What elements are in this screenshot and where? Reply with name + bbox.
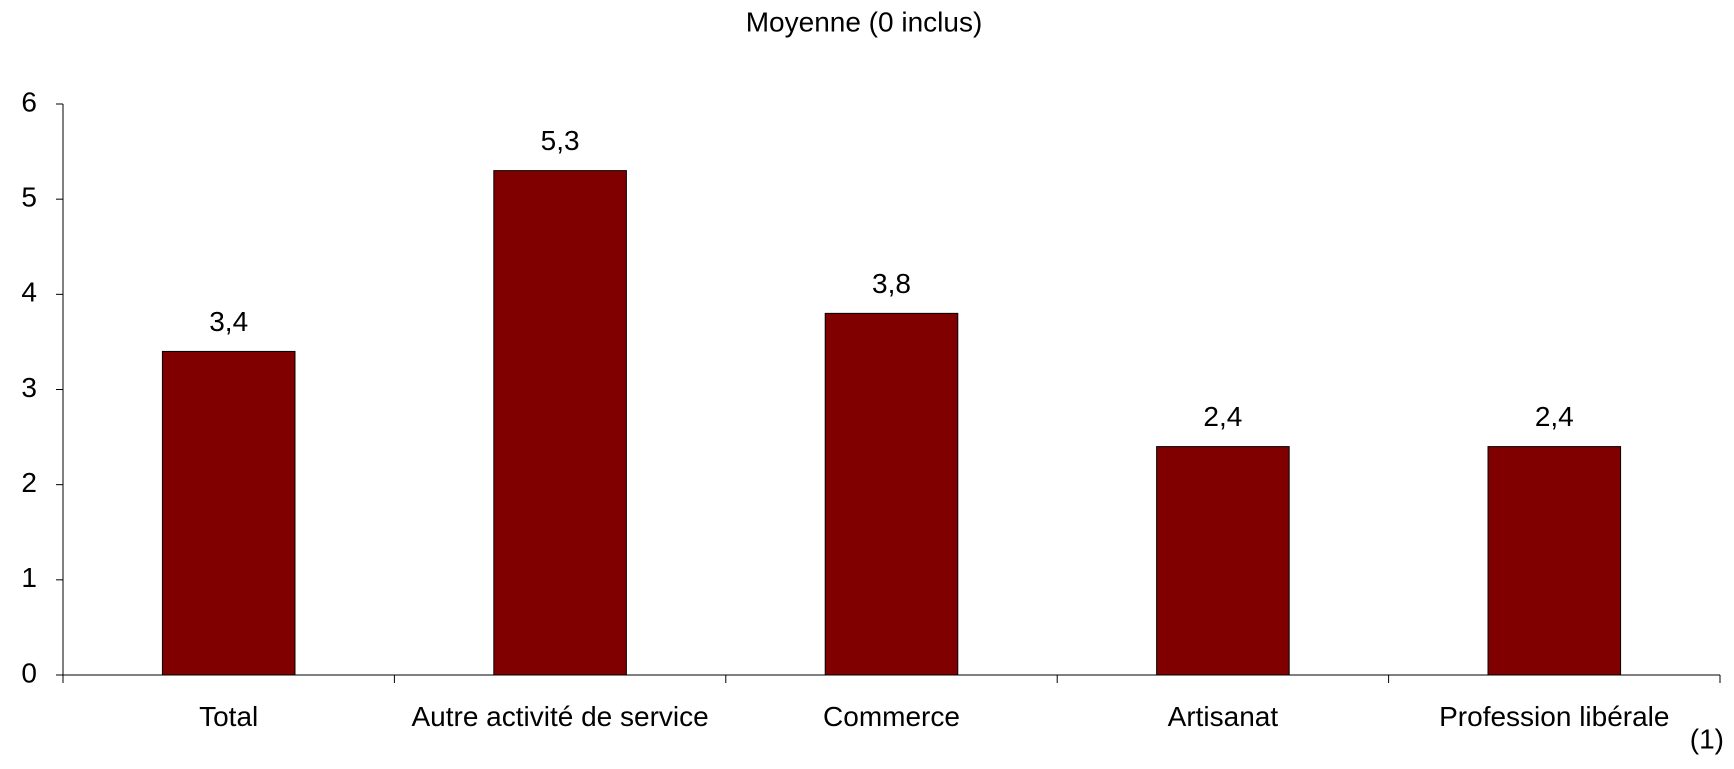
x-tick-label: Profession libérale [1439,701,1670,732]
x-tick-label: Total [199,701,259,732]
chart-title: Moyenne (0 inclus) [746,6,983,37]
x-tick-label: Commerce [823,701,960,732]
y-tick-label: 1 [21,562,37,593]
y-tick-label: 4 [21,277,37,308]
y-tick-label: 2 [21,467,37,498]
x-tick-label: Artisanat [1167,701,1279,732]
data-label: 3,8 [872,268,911,299]
y-tick-label: 0 [21,657,37,688]
data-label: 3,4 [209,306,248,337]
data-label: 5,3 [541,125,580,156]
bar [1487,446,1622,676]
y-tick-label: 5 [21,182,37,213]
bar [1156,446,1290,676]
bar [493,170,627,676]
y-tick-label: 6 [21,86,37,117]
bar [161,350,296,676]
data-label: 2,4 [1535,401,1574,432]
bar [824,312,959,676]
y-tick-label: 3 [21,372,37,403]
data-label: 2,4 [1203,401,1242,432]
x-tick-label: Autre activité de service [411,701,709,732]
annotation: (1) [1690,723,1724,754]
